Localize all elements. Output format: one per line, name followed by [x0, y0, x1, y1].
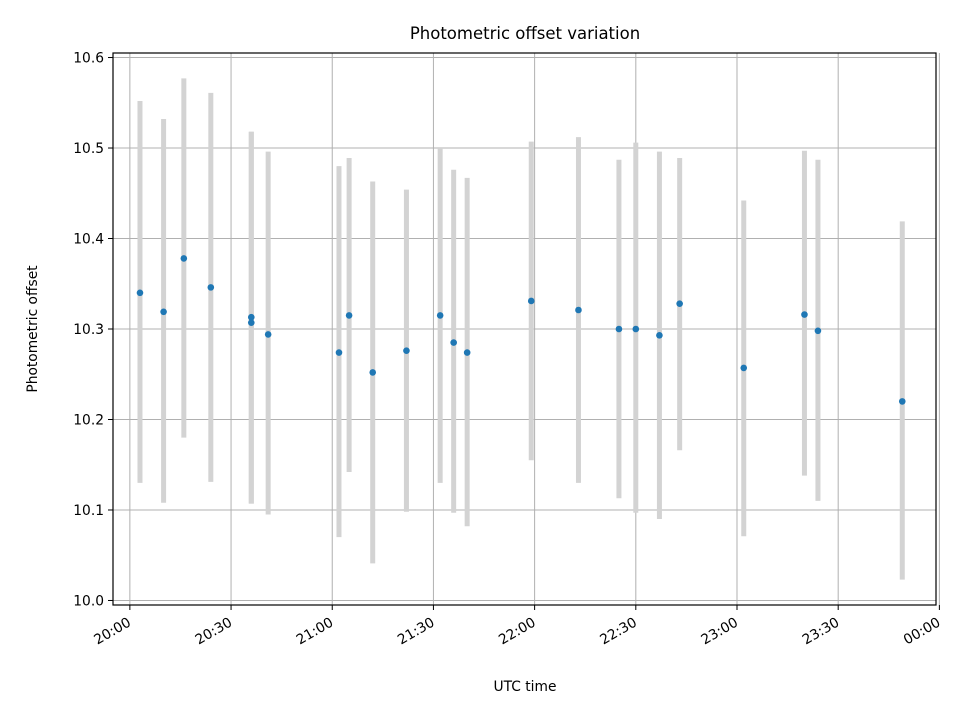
data-point [814, 327, 822, 335]
data-point [656, 332, 663, 339]
data-point [615, 325, 623, 333]
data-point [207, 284, 215, 291]
data-point [898, 398, 906, 405]
data-point [247, 313, 255, 321]
data-points [136, 255, 906, 405]
data-point [345, 312, 353, 319]
data-point [527, 297, 535, 305]
data-point [801, 311, 808, 318]
data-point [436, 312, 444, 319]
y-tick-label: 10.1 [73, 503, 104, 519]
y-axis-label: Photometric offset [25, 265, 41, 393]
y-tick-label: 10.4 [73, 232, 104, 248]
data-point [450, 339, 457, 346]
data-point [676, 300, 683, 307]
data-point [136, 289, 144, 297]
data-point [369, 369, 377, 376]
data-point [463, 349, 471, 356]
y-tick-label: 10.6 [73, 51, 104, 67]
x-axis-label: UTC time [494, 679, 557, 695]
chart-title: Photometric offset variation [410, 24, 640, 43]
data-point [160, 308, 167, 316]
y-tick-label: 10.2 [73, 412, 104, 428]
y-tick-label: 10.5 [73, 141, 104, 157]
data-point [632, 325, 640, 333]
data-point [335, 349, 343, 356]
y-tick-label: 10.0 [73, 593, 104, 609]
data-point [575, 306, 582, 314]
data-point [180, 255, 188, 262]
grid [113, 53, 940, 605]
data-point [403, 347, 410, 355]
data-point [247, 319, 255, 326]
y-tick-label: 10.3 [73, 322, 104, 338]
data-point [740, 364, 748, 372]
y-axis: 10.0 10.1 10.2 10.3 10.4 10.5 10.6 [73, 51, 113, 609]
data-point [264, 331, 272, 338]
